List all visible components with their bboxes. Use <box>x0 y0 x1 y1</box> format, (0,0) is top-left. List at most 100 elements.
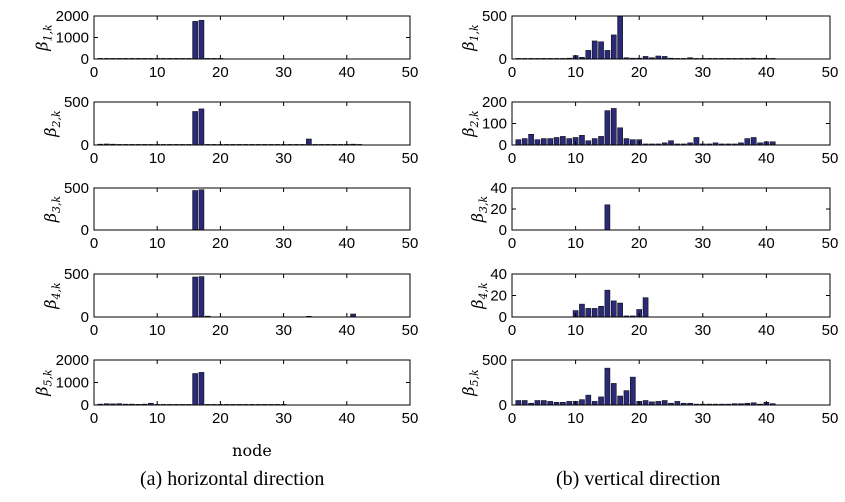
y-tick-label: 0 <box>499 309 507 326</box>
bar <box>515 400 522 406</box>
axes-box <box>93 273 411 318</box>
x-tick-label: 30 <box>694 235 711 252</box>
y-tick-label: 1000 <box>56 30 89 47</box>
y-tick-label: 0 <box>499 222 507 239</box>
y-tick-label: 500 <box>482 8 507 25</box>
x-tick-label: 30 <box>275 235 292 252</box>
x-tick-label: 50 <box>402 64 419 81</box>
x-tick-label: 20 <box>631 322 648 339</box>
x-tick-label: 40 <box>758 322 775 339</box>
y-axis-label: β2,k <box>459 110 481 138</box>
y-axis-label: β3,k <box>41 195 63 223</box>
bar <box>198 189 205 231</box>
bar <box>534 400 541 406</box>
y-axis-label: β1,k <box>33 24 55 52</box>
bar <box>630 139 636 146</box>
bar <box>642 400 649 406</box>
axes-box <box>93 187 411 231</box>
x-tick-label: 30 <box>694 150 711 167</box>
y-tick-label: 2000 <box>56 352 89 369</box>
x-tick-label: 10 <box>149 235 166 252</box>
y-tick-label: 200 <box>482 94 507 111</box>
x-tick-label: 40 <box>758 150 775 167</box>
x-tick-label: 20 <box>631 64 648 81</box>
axes-box <box>511 187 831 231</box>
bar <box>623 138 630 146</box>
y-tick-label: 500 <box>64 94 89 111</box>
axes-box <box>93 101 411 146</box>
x-tick-label: 50 <box>402 410 419 427</box>
bar <box>750 137 757 146</box>
x-tick-label: 0 <box>508 150 516 167</box>
bar <box>610 34 617 60</box>
axes-box <box>93 15 411 60</box>
bar <box>585 140 592 146</box>
y-axis-label: β5,k <box>459 369 481 397</box>
x-tick-label: 0 <box>90 322 98 339</box>
x-tick-label: 10 <box>149 150 166 167</box>
y-axis-label: β3,k <box>468 195 490 223</box>
x-tick-label: 50 <box>822 322 839 339</box>
bar <box>521 138 528 146</box>
bar <box>198 20 205 60</box>
axes-box <box>511 101 831 146</box>
bar <box>579 399 585 406</box>
x-tick-label: 50 <box>822 64 839 81</box>
axes-box <box>511 359 831 406</box>
y-axis-label: β5,k <box>33 369 55 397</box>
x-tick-label: 20 <box>212 150 229 167</box>
x-tick-label: 50 <box>402 235 419 252</box>
x-tick-label: 40 <box>338 235 355 252</box>
bar <box>579 303 585 318</box>
bar <box>192 373 198 406</box>
bar <box>515 139 522 146</box>
bar <box>744 138 751 146</box>
bar <box>668 140 674 146</box>
bar <box>585 50 592 60</box>
bar <box>598 396 604 406</box>
bar <box>661 400 668 406</box>
y-tick-label: 40 <box>490 180 507 197</box>
x-tick-label: 10 <box>567 64 584 81</box>
x-tick-label: 0 <box>508 235 516 252</box>
bar <box>198 276 205 318</box>
x-tick-label: 0 <box>90 150 98 167</box>
bar <box>591 401 598 406</box>
bar <box>566 138 573 146</box>
x-tick-label: 0 <box>508 64 516 81</box>
x-tick-label: 30 <box>694 64 711 81</box>
y-tick-label: 0 <box>81 222 89 239</box>
bar <box>585 308 592 318</box>
bar <box>604 367 611 406</box>
x-tick-label: 10 <box>149 410 166 427</box>
y-tick-label: 20 <box>490 201 507 218</box>
bar <box>192 111 198 146</box>
bar <box>198 108 205 146</box>
x-tick-label: 10 <box>567 410 584 427</box>
x-tick-label: 40 <box>338 64 355 81</box>
y-tick-label: 0 <box>81 309 89 326</box>
x-tick-label: 0 <box>508 322 516 339</box>
x-tick-label: 50 <box>402 150 419 167</box>
x-tick-label: 50 <box>822 235 839 252</box>
bar <box>610 300 617 318</box>
x-tick-label: 20 <box>212 64 229 81</box>
bar <box>623 390 630 406</box>
x-tick-label: 30 <box>694 410 711 427</box>
x-tick-label: 40 <box>338 322 355 339</box>
bar <box>655 401 662 406</box>
y-tick-label: 0 <box>499 51 507 68</box>
y-axis-label: β1,k <box>459 24 481 52</box>
x-tick-label: 40 <box>758 235 775 252</box>
bar <box>192 276 198 318</box>
bar <box>617 395 623 406</box>
bar <box>598 41 604 60</box>
y-tick-label: 0 <box>81 137 89 154</box>
